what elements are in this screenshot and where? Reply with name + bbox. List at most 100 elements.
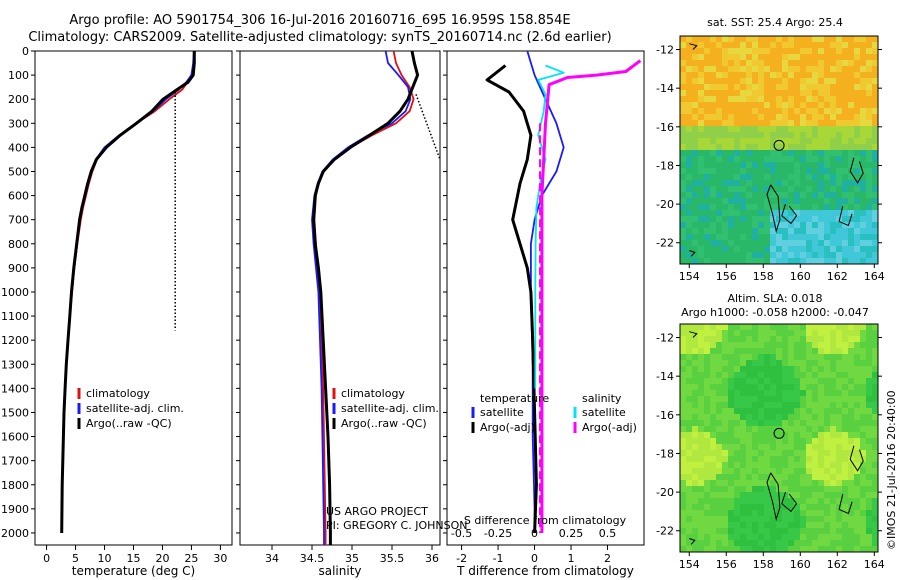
map-cell <box>860 384 866 390</box>
y-tick-label: 0 <box>22 45 29 58</box>
map-cell <box>722 90 728 96</box>
map-cell <box>764 258 770 264</box>
map-cell <box>734 468 740 474</box>
map-cell <box>728 480 734 486</box>
map-cell <box>818 66 824 72</box>
legend-label: satellite <box>582 406 626 419</box>
map-cell <box>866 474 872 480</box>
map-cell <box>716 210 722 216</box>
map-cell <box>710 78 716 84</box>
x-tick-label: 30 <box>213 552 227 565</box>
map-cell <box>752 72 758 78</box>
map-cell <box>752 240 758 246</box>
map-cell <box>824 186 830 192</box>
map-cell <box>872 84 878 90</box>
map-cell <box>854 498 860 504</box>
map-cell <box>728 504 734 510</box>
map-cell <box>848 420 854 426</box>
map-cell <box>746 72 752 78</box>
map-cell <box>710 96 716 102</box>
map-cell <box>794 408 800 414</box>
map-cell <box>686 468 692 474</box>
y-tick-label: 200 <box>8 93 29 106</box>
map-cell <box>866 252 872 258</box>
map-cell <box>776 372 782 378</box>
map-cell <box>866 48 872 54</box>
map-cell <box>806 72 812 78</box>
map-cell <box>854 84 860 90</box>
map-cell <box>782 480 788 486</box>
map-cell <box>686 474 692 480</box>
map-cell <box>830 186 836 192</box>
map-cell <box>836 114 842 120</box>
map-cell <box>848 516 854 522</box>
map-cell <box>740 132 746 138</box>
map-cell <box>686 120 692 126</box>
map-cell <box>764 420 770 426</box>
map-cell <box>728 186 734 192</box>
map-cell <box>698 108 704 114</box>
map-cell <box>722 114 728 120</box>
map-cell <box>710 456 716 462</box>
map-cell <box>710 402 716 408</box>
map-cell <box>860 402 866 408</box>
map-cell <box>716 204 722 210</box>
map-cell <box>716 510 722 516</box>
map-cell <box>728 132 734 138</box>
map-cell <box>746 60 752 66</box>
map-cell <box>830 450 836 456</box>
map-cell <box>830 162 836 168</box>
map-cell <box>686 510 692 516</box>
map-cell <box>830 360 836 366</box>
map-cell <box>698 42 704 48</box>
map-cell <box>680 96 686 102</box>
map-cell <box>800 378 806 384</box>
map-cell <box>806 180 812 186</box>
map-cell <box>872 480 878 486</box>
map-cell <box>842 150 848 156</box>
map-cell <box>692 72 698 78</box>
map-cell <box>740 258 746 264</box>
map-cell <box>776 240 782 246</box>
map-cell <box>866 78 872 84</box>
map-cell <box>806 324 812 330</box>
map-cell <box>830 180 836 186</box>
map-cell <box>746 438 752 444</box>
map-cell <box>764 42 770 48</box>
map-cell <box>734 180 740 186</box>
map-cell <box>812 144 818 150</box>
map-cell <box>734 456 740 462</box>
map-cell <box>866 498 872 504</box>
map-cell <box>722 342 728 348</box>
map-cell <box>806 204 812 210</box>
map-cell <box>782 366 788 372</box>
map-cell <box>794 144 800 150</box>
map-cell <box>722 366 728 372</box>
map-cell <box>710 486 716 492</box>
map-cell <box>818 462 824 468</box>
map-cell <box>698 222 704 228</box>
map-cell <box>770 204 776 210</box>
map-cell <box>734 108 740 114</box>
map-cell <box>788 210 794 216</box>
map-cell <box>740 522 746 528</box>
map-cell <box>788 456 794 462</box>
map-cell <box>866 372 872 378</box>
map-cell <box>830 78 836 84</box>
map-cell <box>860 132 866 138</box>
map-cell <box>824 126 830 132</box>
map-cell <box>758 162 764 168</box>
map-cell <box>782 444 788 450</box>
map-cell <box>872 330 878 336</box>
map-cell <box>860 120 866 126</box>
map-cell <box>764 438 770 444</box>
map-cell <box>866 72 872 78</box>
map-cell <box>746 498 752 504</box>
map-cell <box>872 402 878 408</box>
map-cell <box>812 258 818 264</box>
map-cell <box>854 324 860 330</box>
series-line-salinity-satellite <box>534 64 565 389</box>
map-cell <box>704 330 710 336</box>
map-cell <box>812 402 818 408</box>
map-cell <box>854 240 860 246</box>
